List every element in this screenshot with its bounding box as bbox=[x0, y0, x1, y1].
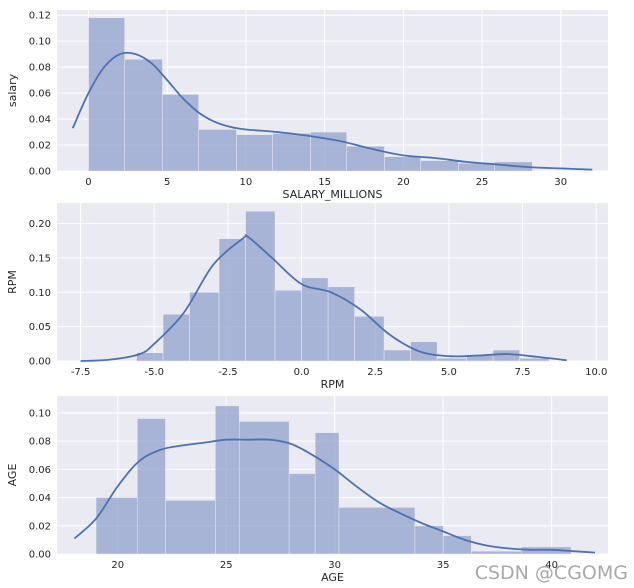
panel-2-x-tick-label: -7.5 bbox=[71, 367, 91, 378]
panel-2-x-tick-label: 5.0 bbox=[441, 367, 457, 378]
panel-1-histogram-bar bbox=[162, 94, 199, 172]
panel-2-histogram-bar bbox=[327, 286, 355, 362]
panel-2-histogram-bar bbox=[492, 349, 520, 362]
panel-3-x-axis-label: AGE bbox=[321, 571, 344, 584]
panel-3-x-tick-label: 20 bbox=[111, 560, 124, 571]
panel-1-histogram-bar bbox=[198, 129, 237, 172]
panel-2-x-tick-label: -2.5 bbox=[218, 367, 238, 378]
panel-3-histogram-bar bbox=[165, 500, 216, 555]
panel-2-x-tick-label: 2.5 bbox=[367, 367, 383, 378]
panel-3-histogram-bar bbox=[442, 535, 472, 555]
panel-1-histogram-bar bbox=[88, 17, 125, 172]
panel-1-x-tick-label: 15 bbox=[318, 177, 331, 188]
panel-1-x-tick-label: 25 bbox=[476, 177, 489, 188]
panel-2-y-tick-label: 0.20 bbox=[29, 219, 51, 230]
panel-1-kde-line bbox=[71, 51, 593, 171]
panel-1-y-axis-label: salary bbox=[6, 73, 19, 107]
panel-3-y-tick-label: 0.00 bbox=[29, 550, 51, 561]
panel-2-histogram-bar bbox=[383, 349, 411, 362]
panel-1-x-tick-label: 0 bbox=[85, 177, 91, 188]
panel-2-x-tick-label: 7.5 bbox=[515, 367, 531, 378]
panel-1-y-tick-label: 0.04 bbox=[29, 115, 51, 126]
panel-1-histogram-bar bbox=[236, 134, 273, 172]
panel-2-histogram-bar bbox=[354, 316, 385, 362]
panel-2-x-axis-label: RPM bbox=[321, 378, 345, 391]
panel-2-histogram-bar bbox=[410, 341, 438, 362]
panel-1-histogram-bar bbox=[420, 160, 459, 172]
panel-1-x-tick-label: 20 bbox=[397, 177, 410, 188]
panel-1-histogram-bar bbox=[272, 133, 311, 172]
panel-2-x-tick-label: -5.0 bbox=[144, 367, 164, 378]
panel-3-x-tick-label: 30 bbox=[328, 560, 341, 571]
panel-3-histogram-bar bbox=[288, 473, 316, 555]
panel-3-y-tick-label: 0.02 bbox=[29, 521, 51, 532]
panel-3-x-tick-label: 25 bbox=[220, 560, 233, 571]
panel-3-histogram-bar bbox=[137, 418, 166, 555]
panel-2-histogram-bar bbox=[519, 358, 550, 362]
panel-2-y-axis-label: RPM bbox=[6, 270, 19, 294]
panel-3-x-tick-label: 40 bbox=[545, 560, 558, 571]
panel-2-y-tick-label: 0.05 bbox=[29, 322, 51, 333]
panel-3-x-tick-label: 35 bbox=[437, 560, 450, 571]
panel-3-histogram-bar bbox=[471, 550, 522, 555]
panel-2-histogram-bar bbox=[301, 277, 329, 362]
panel-2-x-tick-label: 0.0 bbox=[294, 367, 310, 378]
panel-2-x-tick-label: 10.0 bbox=[585, 367, 607, 378]
panel-3-histogram-bar bbox=[238, 421, 290, 555]
panel-1-histogram-bar bbox=[384, 156, 421, 172]
panel-3-y-tick-label: 0.10 bbox=[29, 408, 51, 419]
panel-1-y-tick-label: 0.02 bbox=[29, 141, 51, 152]
panel-3-histogram-bar bbox=[314, 432, 340, 555]
panel-1-x-tick-label: 30 bbox=[554, 177, 567, 188]
panel-2-histogram-bar bbox=[245, 210, 276, 362]
panel-1-y-tick-label: 0.12 bbox=[29, 11, 51, 22]
panel-2-histogram-bar bbox=[189, 292, 220, 362]
panel-2-y-tick-label: 0.10 bbox=[29, 288, 51, 299]
panel-2-kde-line bbox=[80, 234, 567, 362]
panel-1-y-tick-label: 0.10 bbox=[29, 37, 51, 48]
panel-1-y-tick-label: 0.00 bbox=[29, 167, 51, 178]
panel-2-histogram-bar bbox=[274, 289, 302, 362]
panel-3-histogram-bar bbox=[95, 497, 138, 555]
panel-3-histogram-bar bbox=[215, 405, 240, 555]
panel-1-y-tick-label: 0.08 bbox=[29, 63, 51, 74]
panel-2-y-tick-label: 0.15 bbox=[29, 253, 51, 264]
panel-3-y-tick-label: 0.06 bbox=[29, 465, 51, 476]
panel-1-histogram-bar bbox=[124, 59, 163, 172]
panel-3-y-axis-label: AGE bbox=[6, 464, 19, 487]
panel-1-x-tick-label: 5 bbox=[164, 177, 170, 188]
panel-1-histogram-bar bbox=[310, 131, 347, 172]
panel-3-y-tick-label: 0.04 bbox=[29, 493, 51, 504]
panel-2-histogram-bar bbox=[436, 358, 467, 362]
watermark-text: CSDN @CGOMG bbox=[474, 562, 628, 584]
panel-1-x-axis-label: SALARY_MILLIONS bbox=[283, 188, 383, 201]
panel-1-y-tick-label: 0.06 bbox=[29, 89, 51, 100]
panel-3-y-tick-label: 0.08 bbox=[29, 437, 51, 448]
panel-1-x-tick-label: 10 bbox=[240, 177, 253, 188]
panel-2-histogram-bar bbox=[218, 238, 246, 362]
panel-2-y-tick-label: 0.00 bbox=[29, 357, 51, 368]
panel-3-kde-line bbox=[73, 438, 596, 554]
